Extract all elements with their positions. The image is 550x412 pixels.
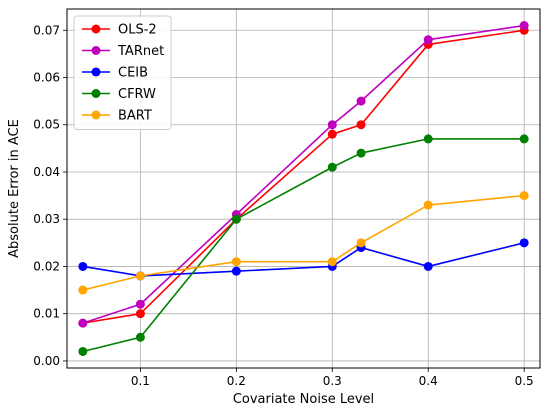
legend-item-cfrw: CFRW xyxy=(82,87,156,102)
data-point-bart xyxy=(519,191,529,201)
y-tick-label: 0.06 xyxy=(33,70,60,84)
y-tick-label: 0.05 xyxy=(33,118,60,132)
data-point-bart xyxy=(423,200,433,210)
data-point-cfrw xyxy=(231,214,241,224)
data-point-bart xyxy=(135,271,145,281)
legend-item-bart: BART xyxy=(82,109,152,124)
plot-frame xyxy=(66,8,541,369)
data-point-bart xyxy=(356,238,366,248)
series-layer xyxy=(78,21,529,356)
legend-label: OLS-2 xyxy=(118,23,157,38)
data-point-tarnet xyxy=(78,318,88,328)
data-point-bart xyxy=(78,285,88,295)
legend-item-ceib: CEIB xyxy=(82,66,148,81)
x-tick-label: 0.5 xyxy=(515,374,534,388)
legend-label: CFRW xyxy=(118,87,156,102)
legend-marker xyxy=(91,67,101,77)
legend-marker xyxy=(91,24,101,34)
data-point-cfrw xyxy=(423,134,433,144)
legend: OLS-2 TARnet CEIB CFRW BART xyxy=(73,15,172,130)
data-point-tarnet xyxy=(519,21,529,31)
data-point-cfrw xyxy=(356,148,366,158)
y-tick-label: 0.04 xyxy=(33,165,60,179)
x-tick-label: 0.3 xyxy=(323,374,342,388)
legend-label: CEIB xyxy=(118,66,148,81)
x-tick-label: 0.4 xyxy=(419,374,438,388)
legend-box xyxy=(73,15,172,130)
series-tarnet xyxy=(78,21,529,328)
series-line-ceib xyxy=(82,242,525,277)
data-point-tarnet xyxy=(135,299,145,309)
data-point-ceib xyxy=(231,266,241,276)
data-point-tarnet xyxy=(356,96,366,106)
data-point-ceib xyxy=(519,238,529,248)
y-tick-label: 0.02 xyxy=(33,259,60,273)
data-point-ols-2 xyxy=(356,120,366,130)
series-bart xyxy=(78,191,529,295)
series-ceib xyxy=(78,238,529,281)
y-tick-label: 0.03 xyxy=(33,212,60,226)
data-point-ols-2 xyxy=(327,129,337,139)
legend-marker xyxy=(91,110,101,120)
data-point-cfrw xyxy=(78,346,88,356)
data-point-ols-2 xyxy=(135,309,145,319)
series-line-cfrw xyxy=(82,138,525,353)
data-point-ceib xyxy=(78,261,88,271)
data-point-tarnet xyxy=(327,120,337,130)
legend-label: BART xyxy=(118,109,152,124)
data-point-bart xyxy=(327,257,337,267)
y-tick-label: 0.01 xyxy=(33,307,60,321)
y-axis-title: Absolute Error in ACE xyxy=(7,119,22,258)
y-tick-label: 0.00 xyxy=(33,354,60,368)
legend-marker xyxy=(91,89,101,98)
legend-marker xyxy=(91,46,101,55)
data-point-cfrw xyxy=(327,162,337,172)
legend-item-ols-2: OLS-2 xyxy=(82,23,157,38)
data-point-cfrw xyxy=(519,134,529,144)
y-tick-label: 0.07 xyxy=(33,23,60,37)
axis-ticks: 0.1 0.2 0.3 0.4 0.5 0.00 0.01 0.02 0.03 0.04 0.05 0… xyxy=(33,23,533,388)
data-point-tarnet xyxy=(423,35,433,45)
series-cfrw xyxy=(78,134,529,356)
legend-label: TARnet xyxy=(117,44,164,59)
legend-item-tarnet: TARnet xyxy=(82,44,164,59)
data-point-cfrw xyxy=(135,332,145,342)
x-axis-title: Covariate Noise Level xyxy=(233,392,374,407)
x-tick-label: 0.2 xyxy=(227,374,246,388)
x-tick-label: 0.1 xyxy=(131,374,150,388)
data-point-ceib xyxy=(423,261,433,271)
data-point-bart xyxy=(231,257,241,267)
